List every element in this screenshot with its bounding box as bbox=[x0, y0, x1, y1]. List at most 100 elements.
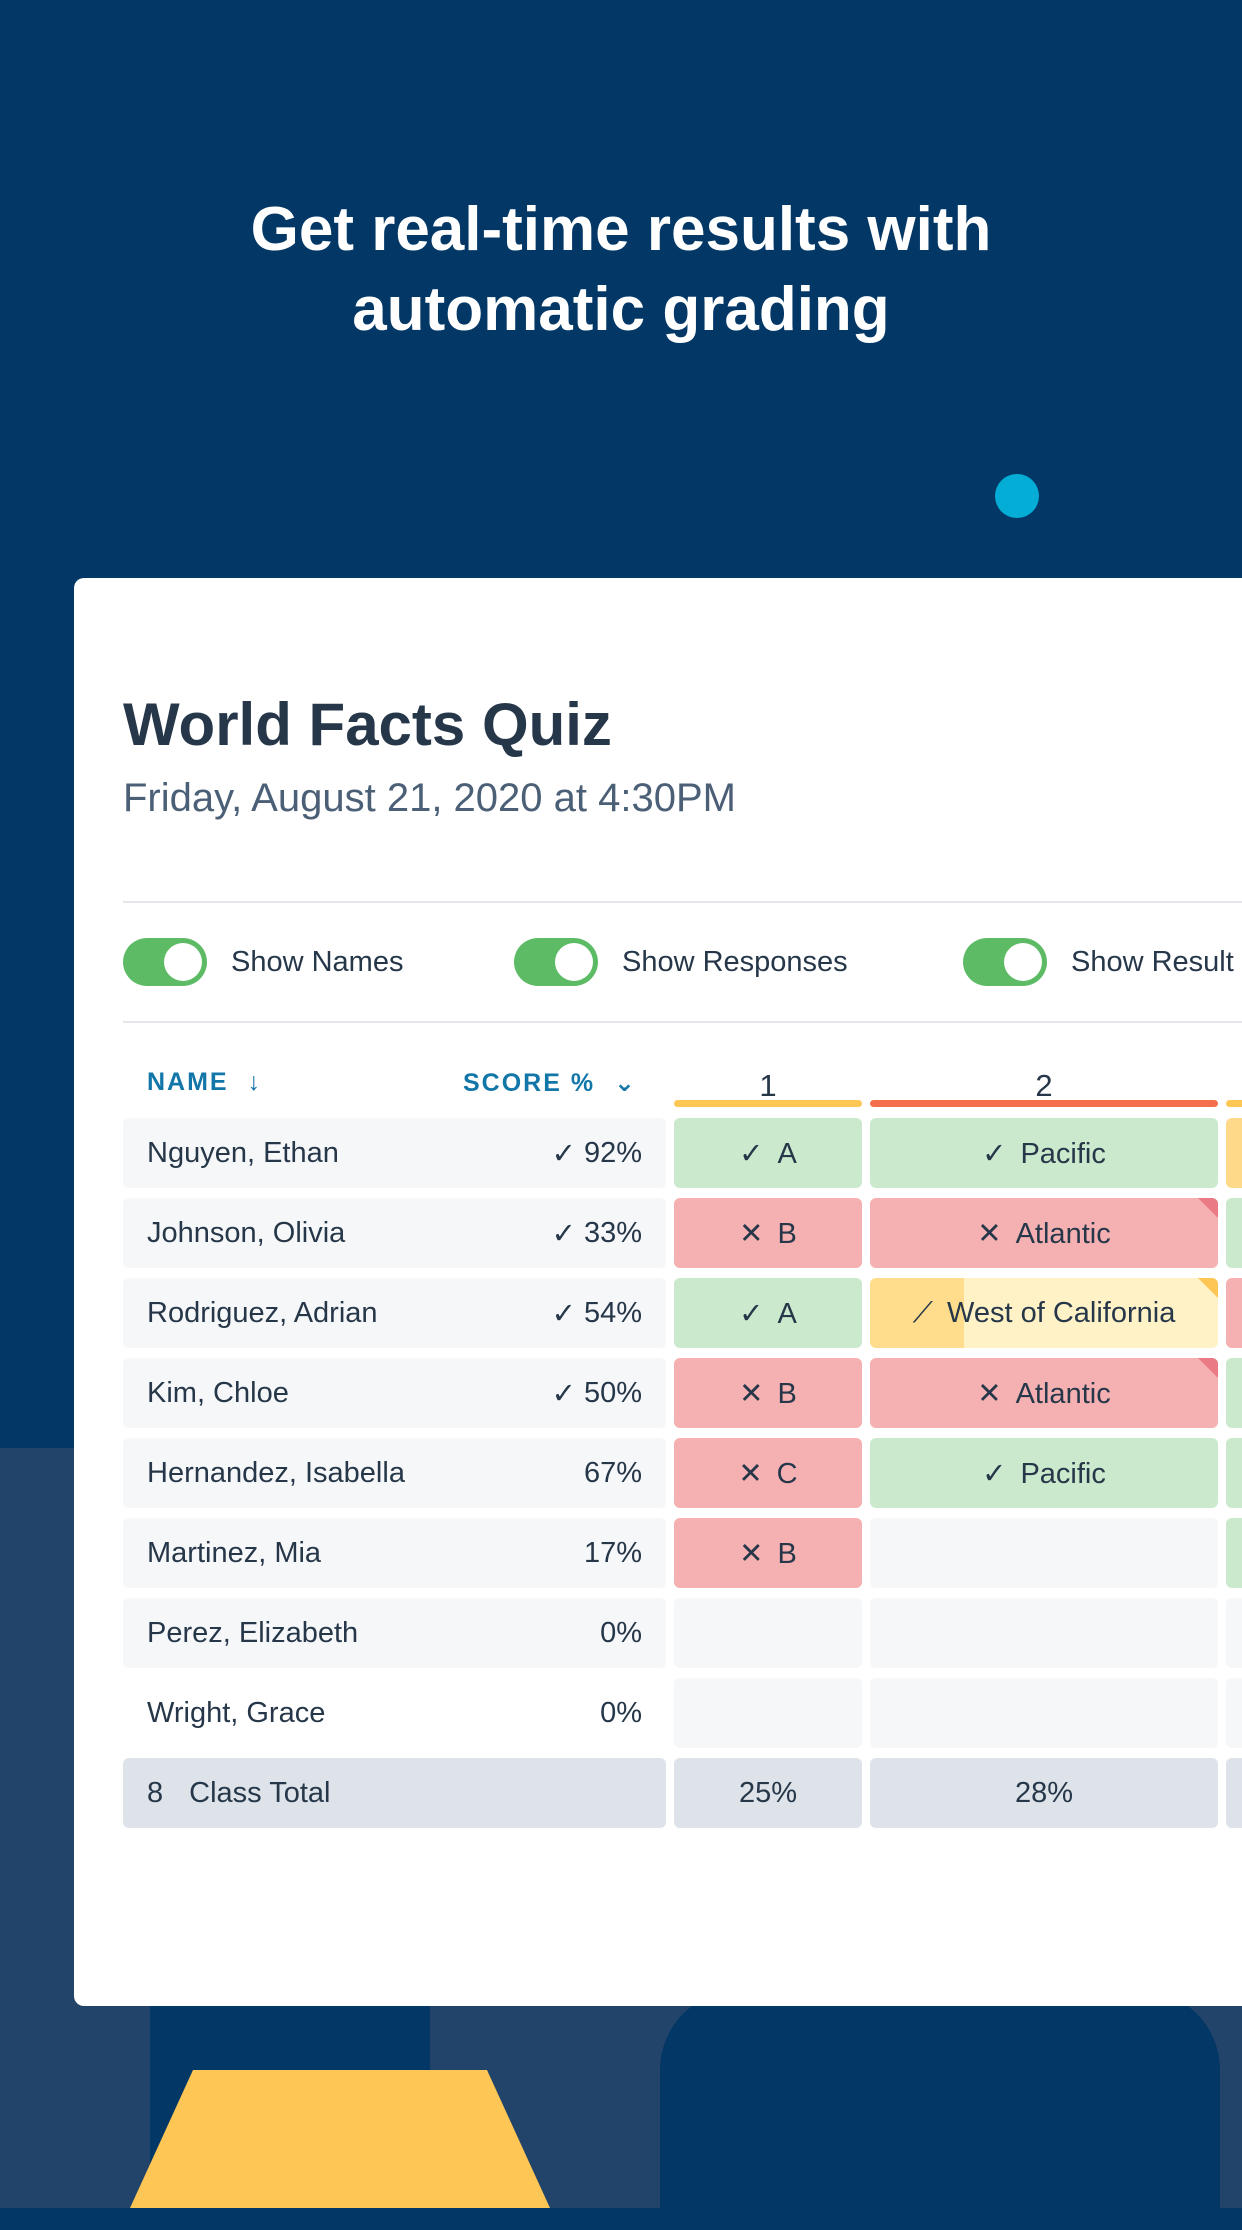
x-icon: ✕ bbox=[738, 1457, 763, 1490]
score-header-label: SCORE % bbox=[463, 1069, 596, 1097]
answer-cell-q2[interactable] bbox=[870, 1678, 1218, 1748]
name-column-header[interactable]: NAME ↓ bbox=[147, 1068, 262, 1097]
answer-cell-q1[interactable] bbox=[674, 1598, 862, 1668]
toggle-show-responses[interactable]: Show Responses bbox=[514, 938, 848, 986]
answer-cell-q1[interactable]: ✕ C bbox=[674, 1438, 862, 1508]
answer-cell-q2[interactable]: ✓ Pacific bbox=[870, 1438, 1218, 1508]
answer-cell-q3[interactable] bbox=[1226, 1598, 1242, 1668]
student-name: Wright, Grace bbox=[147, 1696, 326, 1729]
x-icon: ✕ bbox=[739, 1217, 764, 1250]
answer-content: ✓ Pacific bbox=[982, 1456, 1106, 1491]
answer-content bbox=[1037, 1617, 1051, 1650]
table-row[interactable]: Hernandez, Isabella 67% bbox=[123, 1438, 666, 1508]
answer-cell-q3[interactable] bbox=[1226, 1358, 1242, 1428]
question-3-color-bar bbox=[1226, 1100, 1242, 1107]
question-1-header[interactable]: 1 bbox=[759, 1068, 777, 1103]
score-column-header[interactable]: SCORE % ⌄ bbox=[463, 1068, 637, 1098]
table-row[interactable]: Kim, Chloe ✓ 50% bbox=[123, 1358, 666, 1428]
answer-cell-q2[interactable]: ✕ Atlantic bbox=[870, 1358, 1218, 1428]
show-results-switch[interactable] bbox=[963, 938, 1047, 986]
table-row[interactable]: Nguyen, Ethan ✓ 92% bbox=[123, 1118, 666, 1188]
table-row[interactable]: Perez, Elizabeth 0% bbox=[123, 1598, 666, 1668]
headline: Get real-time results with automatic gra… bbox=[0, 190, 1242, 350]
answer-cell-q3[interactable] bbox=[1226, 1278, 1242, 1348]
answer-content: ✓ A bbox=[739, 1296, 797, 1331]
student-name: Rodriguez, Adrian bbox=[147, 1296, 378, 1329]
student-count: 8 bbox=[147, 1776, 164, 1809]
answer-cell-q1[interactable]: ✓ A bbox=[674, 1278, 862, 1348]
score-value: 67% bbox=[583, 1456, 642, 1489]
answer-cell-q1[interactable]: ✕ B bbox=[674, 1358, 862, 1428]
table-row[interactable]: Martinez, Mia 17% bbox=[123, 1518, 666, 1588]
answer-content bbox=[1037, 1537, 1051, 1570]
check-icon: ✓ bbox=[551, 1137, 576, 1170]
show-responses-switch[interactable] bbox=[514, 938, 598, 986]
check-icon: ✓ bbox=[739, 1297, 764, 1330]
answer-cell-q3[interactable] bbox=[1226, 1518, 1242, 1588]
decorative-dot bbox=[995, 474, 1039, 518]
student-score: 67% bbox=[576, 1438, 642, 1508]
table-row[interactable]: Wright, Grace 0% bbox=[123, 1678, 666, 1748]
quiz-date: Friday, August 21, 2020 at 4:30PM bbox=[123, 776, 736, 820]
answer-cell-q3[interactable] bbox=[1226, 1198, 1242, 1268]
answer-cell-q1[interactable]: ✓ A bbox=[674, 1118, 862, 1188]
class-total-q3 bbox=[1226, 1758, 1242, 1828]
decorative-yellow-shape bbox=[130, 2070, 550, 2208]
answer-cell-q2[interactable] bbox=[870, 1518, 1218, 1588]
answer-cell-q2[interactable]: ✓ Pacific bbox=[870, 1118, 1218, 1188]
answer-cell-q1[interactable]: ✕ B bbox=[674, 1518, 862, 1588]
student-score: ✓ 92% bbox=[552, 1118, 642, 1188]
student-score: 17% bbox=[576, 1518, 642, 1588]
question-2-header[interactable]: 2 bbox=[1035, 1068, 1053, 1103]
score-value: 50% bbox=[583, 1376, 642, 1409]
question-2-color-bar bbox=[870, 1100, 1218, 1107]
answer-cell-q3[interactable] bbox=[1226, 1438, 1242, 1508]
answer-text: C bbox=[776, 1457, 798, 1490]
check-icon: ✓ bbox=[982, 1137, 1007, 1170]
answer-content: ✕ B bbox=[739, 1536, 797, 1571]
answer-content bbox=[761, 1617, 775, 1650]
answer-cell-q1[interactable] bbox=[674, 1678, 862, 1748]
show-results-label: Show Result bbox=[1071, 945, 1234, 978]
score-value: 0% bbox=[600, 1696, 642, 1729]
switch-knob bbox=[555, 943, 593, 981]
headline-line-1: Get real-time results with bbox=[250, 195, 992, 264]
toggle-show-results[interactable]: Show Result bbox=[963, 938, 1234, 986]
answer-content: ✕ B bbox=[739, 1216, 797, 1251]
comment-flag-icon bbox=[1198, 1358, 1218, 1378]
divider-bottom bbox=[123, 1021, 1242, 1023]
chevron-down-icon: ⌄ bbox=[614, 1069, 637, 1097]
answer-cell-q3[interactable] bbox=[1226, 1678, 1242, 1748]
check-icon: ✓ bbox=[982, 1457, 1007, 1490]
quiz-title: World Facts Quiz bbox=[123, 691, 612, 758]
score-value: 0% bbox=[600, 1616, 642, 1649]
show-names-switch[interactable] bbox=[123, 938, 207, 986]
answer-text: Atlantic bbox=[1015, 1377, 1111, 1410]
check-icon: ✓ bbox=[551, 1217, 576, 1250]
answer-cell-q3[interactable] bbox=[1226, 1118, 1242, 1188]
table-row[interactable]: Rodriguez, Adrian ✓ 54% bbox=[123, 1278, 666, 1348]
class-total-label: Class Total bbox=[189, 1776, 331, 1809]
comment-flag-icon bbox=[1198, 1278, 1218, 1298]
partial-icon: ⟋ bbox=[912, 1296, 933, 1329]
table-row[interactable]: Johnson, Olivia ✓ 33% bbox=[123, 1198, 666, 1268]
check-icon: ✓ bbox=[551, 1297, 576, 1330]
answer-content bbox=[761, 1697, 775, 1730]
background-shape-right bbox=[660, 1990, 1220, 2230]
class-total-q2: 28% bbox=[870, 1758, 1218, 1828]
answer-cell-q2[interactable]: ⟋ West of California bbox=[870, 1278, 1218, 1348]
answer-cell-q2[interactable] bbox=[870, 1598, 1218, 1668]
answer-cell-q2[interactable]: ✕ Atlantic bbox=[870, 1198, 1218, 1268]
switch-knob bbox=[1004, 943, 1042, 981]
class-total-row: 8 Class Total bbox=[123, 1758, 666, 1828]
toggle-show-names[interactable]: Show Names bbox=[123, 938, 403, 986]
answer-text: B bbox=[777, 1377, 797, 1410]
answer-text: West of California bbox=[946, 1296, 1176, 1329]
answer-text: B bbox=[777, 1217, 797, 1250]
x-icon: ✕ bbox=[977, 1377, 1002, 1410]
answer-cell-q1[interactable]: ✕ B bbox=[674, 1198, 862, 1268]
student-name: Johnson, Olivia bbox=[147, 1216, 346, 1249]
student-name: Kim, Chloe bbox=[147, 1376, 289, 1409]
answer-content: ✕ C bbox=[738, 1456, 797, 1491]
answer-content: ✕ B bbox=[739, 1376, 797, 1411]
